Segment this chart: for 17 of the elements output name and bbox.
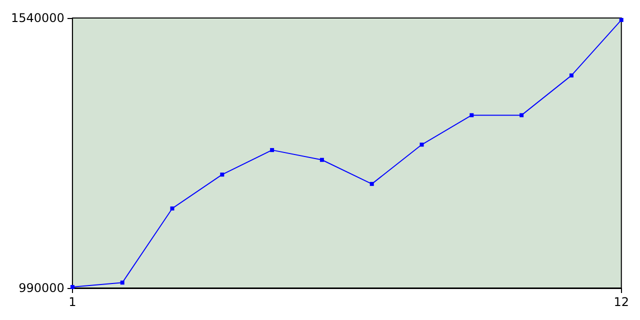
point [70,285,74,290]
point [470,113,474,118]
point [520,113,524,118]
point [320,158,324,162]
line-series [70,18,624,290]
point [170,206,174,210]
point [569,73,574,78]
point [370,182,374,186]
point [270,148,274,152]
y-tick-label: 990000 [18,281,64,295]
point [120,280,124,285]
x-tick-label: 1 [68,295,76,309]
x-tick-label: 12 [614,295,630,309]
y-tick-label: 1540000 [10,11,64,25]
point [619,18,624,22]
point [220,172,224,177]
point [420,142,424,147]
